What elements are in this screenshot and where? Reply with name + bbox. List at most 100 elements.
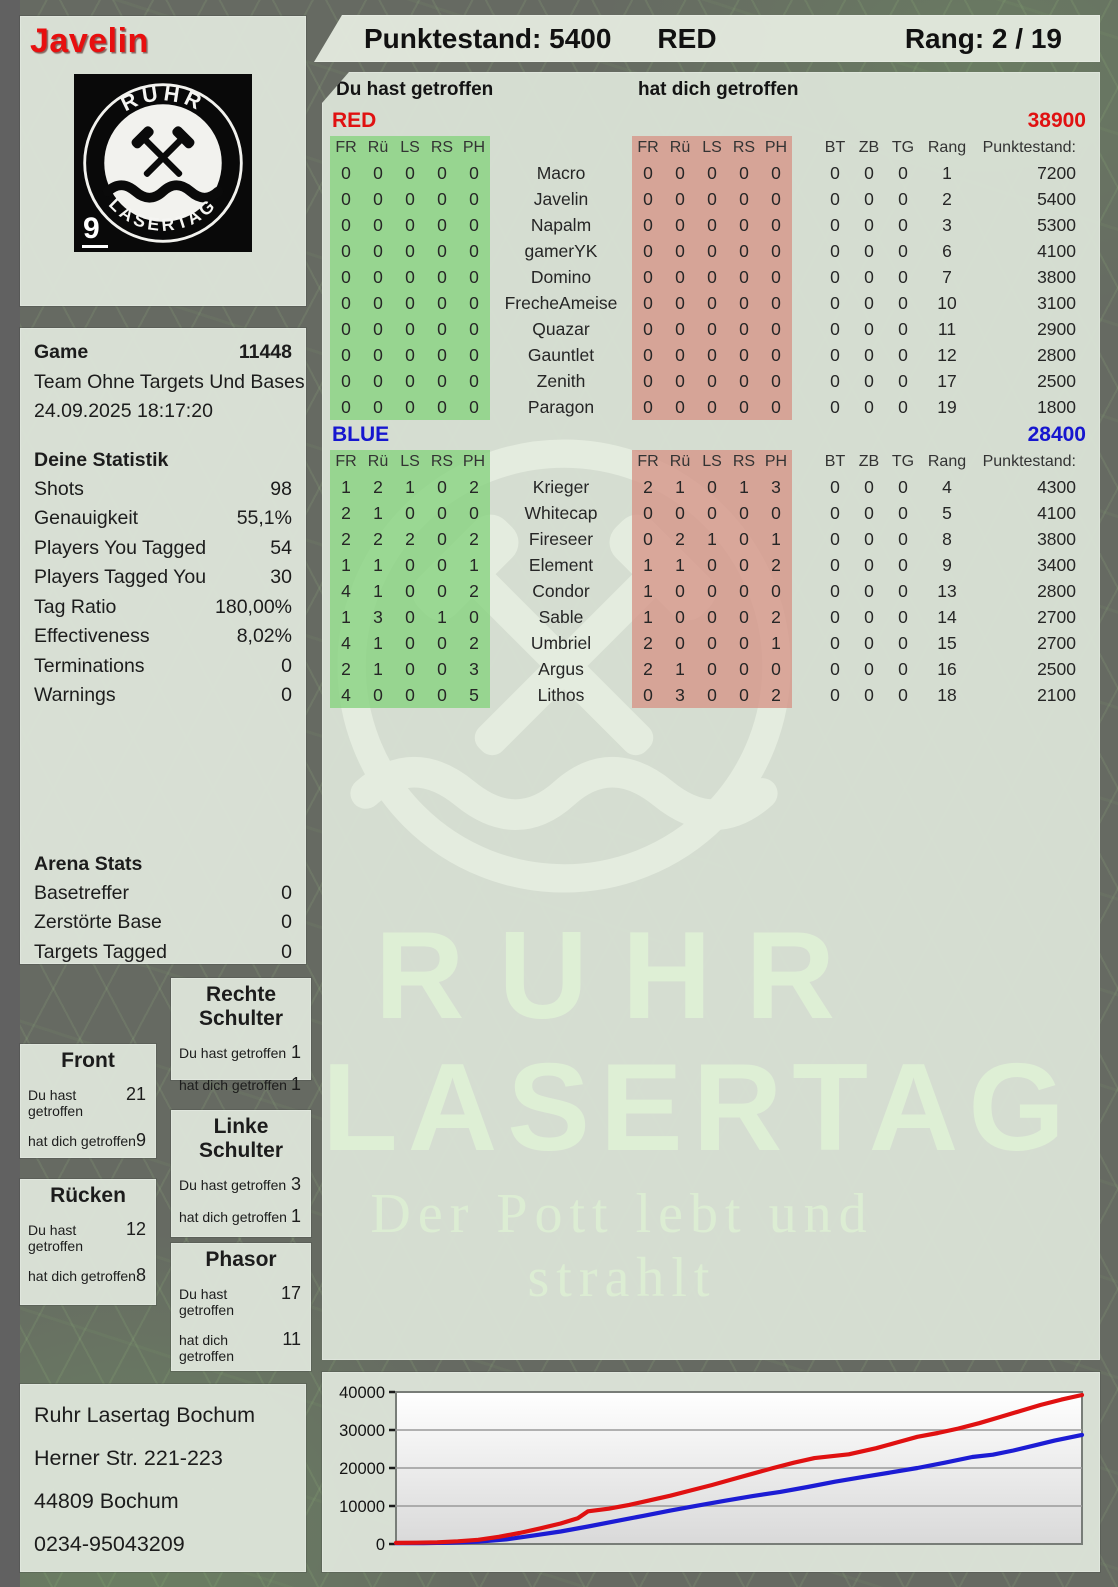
hit-taken-cell: 0 [664,160,696,186]
rank-cell: 13 [937,581,957,601]
hit-given-cell: 0 [426,186,458,212]
stat-value: 54 [270,536,292,559]
zb-cell: 0 [864,477,874,497]
stat-label: Players Tagged You [34,566,207,588]
hitbox-taken-row: hat dich getroffen 8 [20,1265,156,1286]
hit-taken-cell: 0 [728,630,760,656]
column-label-taken: hat dich getroffen [638,79,799,100]
col-header-given: LS [394,136,426,160]
hit-taken-cell: 3 [760,474,792,500]
bt-cell: 0 [830,477,840,497]
hit-given-cell: 3 [458,656,490,682]
hitbox-taken-row: hat dich getroffen 1 [171,1074,311,1095]
hit-taken-cell: 0 [664,500,696,526]
player-row: 1 3 0 1 0 Sable 1 0 0 0 2 0 0 0 14 2700 [330,604,1088,630]
hit-taken-cell: 0 [728,394,760,420]
hit-taken-cell: 0 [728,552,760,578]
tg-cell: 0 [898,163,908,183]
player-name-cell: Paragon [527,397,595,417]
hit-taken-cell: 0 [696,656,728,682]
hit-taken-cell: 0 [696,682,728,708]
hit-taken-cell: 0 [728,578,760,604]
hit-taken-cell: 0 [664,212,696,238]
left-edge-strip [0,0,20,1587]
hit-given-cell: 0 [426,630,458,656]
col-header-name [490,136,632,160]
hit-given-cell: 0 [458,394,490,420]
hit-taken-cell: 0 [664,578,696,604]
hit-taken-cell: 0 [632,342,664,368]
player-row: 2 1 0 0 0 Whitecap 0 0 0 0 0 0 0 0 5 4100 [330,500,1088,526]
points-cell: 2700 [1037,633,1076,653]
hitbox-title: Phasor [205,1248,277,1271]
hit-taken-cell: 0 [696,578,728,604]
rank-cell: 4 [942,477,952,497]
hit-taken-cell: 0 [632,682,664,708]
points-cell: 4100 [1037,241,1076,261]
player-panel: Javelin RUHR [20,16,306,306]
hit-given-cell: 2 [330,526,362,552]
hit-taken-cell: 0 [760,186,792,212]
hit-given-cell: 0 [394,500,426,526]
stat-label: Tag Ratio [34,595,117,618]
stat-value: 0 [281,654,292,677]
header-punktestand: Punktestand: 5400 [364,22,612,54]
col-header-extra: TG [891,453,915,470]
spacer [20,711,306,849]
col-header-extra: BT [824,453,846,470]
hitbox-given-row: Du hast getroffen 17 [171,1283,311,1318]
team-name: RED [332,109,377,132]
hit-given-cell: 0 [458,500,490,526]
team-block-blue: BLUE 28400 FR Rü LS RS PH FR Rü LS RS PH BT ZB TG Rang P… [330,420,1088,708]
address-line: Ruhr Lasertag Bochum [34,1403,256,1427]
col-spacer [792,212,818,238]
player-row: 0 0 0 0 0 Paragon 0 0 0 0 0 0 0 0 19 1800 [330,394,1088,420]
hit-taken-cell: 0 [696,342,728,368]
hit-taken-cell: 0 [632,368,664,394]
stat-value: 180,00% [215,595,292,618]
points-cell: 5300 [1037,215,1076,235]
bt-cell: 0 [830,345,840,365]
col-header-taken: RS [728,136,760,160]
hit-given-cell: 0 [330,316,362,342]
player-name-cell: Umbriel [530,633,592,653]
bt-cell: 0 [830,371,840,391]
tg-cell: 0 [898,371,908,391]
zb-cell: 0 [864,685,874,705]
hitbox-taken-value: 9 [135,1130,146,1150]
hit-taken-cell: 0 [696,630,728,656]
player-row: 1 1 0 0 1 Element 1 1 0 0 2 0 0 0 9 3400 [330,552,1088,578]
hit-given-cell: 0 [330,186,362,212]
hit-taken-cell: 1 [664,552,696,578]
arena-stat-label: Targets Tagged [34,940,167,963]
stat-row: Effectiveness 8,02% [20,622,306,652]
player-row: 0 0 0 0 0 Napalm 0 0 0 0 0 0 0 0 3 5300 [330,212,1088,238]
hit-given-cell: 0 [426,500,458,526]
col-spacer [792,368,818,394]
hit-taken-cell: 0 [696,290,728,316]
hitbox-taken-label: hat dich getroffen [179,1332,235,1364]
rank-cell: 2 [942,189,952,209]
zb-cell: 0 [864,371,874,391]
hitbox: Linke Schulter Du hast getroffen 3 hat dich… [171,1110,311,1237]
stat-row: Shots 98 [20,475,306,505]
zb-cell: 0 [864,163,874,183]
zb-cell: 0 [864,189,874,209]
hit-taken-cell: 1 [728,474,760,500]
hit-taken-cell: 0 [728,500,760,526]
hitbox-given-label: Du hast getroffen [28,1087,84,1119]
col-spacer [792,316,818,342]
hit-given-cell: 0 [394,264,426,290]
player-row: 2 1 0 0 3 Argus 2 1 0 0 0 0 0 0 16 2500 [330,656,1088,682]
hit-taken-cell: 1 [760,526,792,552]
watermark-text: RUHR LASERTAG [322,910,1065,1174]
hit-taken-cell: 2 [632,474,664,500]
points-cell: 7200 [1037,163,1076,183]
hit-taken-cell: 1 [632,578,664,604]
team-total: 38900 [1027,109,1086,132]
hitbox: Front Du hast getroffen 21 hat dich getroff… [20,1044,156,1158]
player-row: 0 0 0 0 0 Javelin 0 0 0 0 0 0 0 0 2 5400 [330,186,1088,212]
col-header-given: FR [330,450,362,474]
tg-cell: 0 [898,293,908,313]
address-line: 0234-95043209 [34,1532,185,1556]
